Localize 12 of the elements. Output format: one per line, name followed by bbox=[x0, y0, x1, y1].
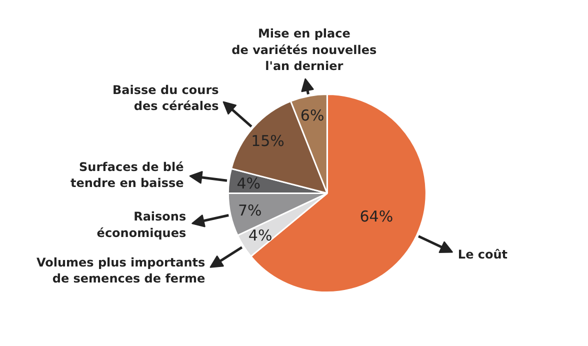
data-label: 64% bbox=[360, 207, 394, 226]
data-label: 7% bbox=[238, 202, 262, 220]
slice-label: Volumes plus importants de semences de ferme bbox=[36, 256, 206, 286]
slice-label: Mise en place de variétés nouvelles l'an dernier bbox=[232, 26, 377, 73]
data-label: 6% bbox=[300, 106, 324, 125]
data-label: 4% bbox=[248, 226, 272, 245]
slice-label: Baisse du cours des céréales bbox=[112, 82, 219, 113]
slice-label: Le coût bbox=[458, 248, 508, 262]
slice-label: Surfaces de blé tendre en baisse bbox=[70, 160, 184, 190]
data-label: 4% bbox=[236, 174, 260, 192]
data-label: 15% bbox=[251, 132, 284, 150]
slice-label: Raisons économiques bbox=[96, 210, 186, 240]
